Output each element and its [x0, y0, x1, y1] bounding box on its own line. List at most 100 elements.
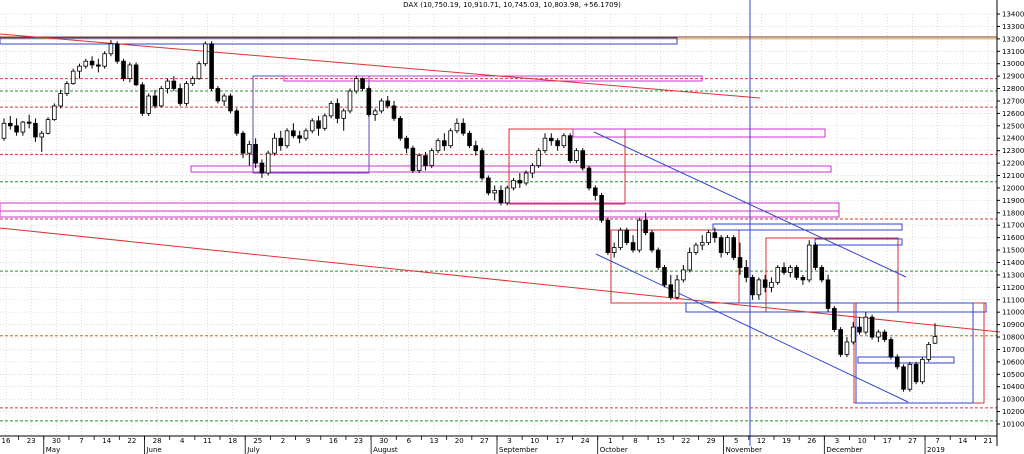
drawn-box	[190, 165, 832, 173]
drawn-box	[572, 128, 826, 138]
candle-body	[39, 132, 45, 138]
y-tick-label: 12100	[1002, 172, 1024, 180]
candle-body	[637, 219, 642, 251]
candle-body	[567, 135, 573, 162]
candle-body	[247, 144, 252, 154]
candle-body	[794, 267, 799, 278]
x-day-label: 26	[807, 437, 816, 445]
drawn-box	[814, 238, 903, 246]
candle-body	[920, 358, 925, 383]
x-day-label: 18	[228, 437, 237, 445]
candle-body	[158, 88, 164, 107]
x-day-label: 16	[2, 437, 11, 445]
candle-body	[731, 237, 736, 258]
candle-body	[265, 152, 271, 174]
candle-body	[467, 132, 472, 147]
candle-body	[196, 63, 202, 80]
y-tick-label: 10600	[1002, 358, 1024, 366]
candle-body	[555, 140, 560, 147]
candle-body	[693, 244, 699, 253]
x-day-label: 1	[608, 437, 612, 445]
x-day-label: 7	[935, 437, 939, 445]
drawn-box	[0, 37, 678, 45]
y-tick-label: 13100	[1002, 48, 1024, 56]
candle-body	[14, 125, 19, 133]
candle-body	[492, 190, 497, 194]
x-day-label: 4	[180, 437, 185, 445]
candle-body	[737, 257, 743, 268]
candle-body	[316, 120, 321, 129]
candle-body	[20, 121, 26, 133]
candle-body	[121, 60, 126, 80]
y-tick-label: 12900	[1002, 73, 1024, 81]
y-tick-label: 13000	[1002, 60, 1024, 68]
candle-body	[781, 267, 787, 273]
candle-body	[435, 140, 441, 152]
x-day-label: 20	[455, 437, 464, 445]
y-tick-label: 11700	[1002, 222, 1024, 230]
x-month-label: July	[246, 446, 260, 454]
candle-body	[649, 232, 655, 251]
x-day-label: 3	[835, 437, 839, 445]
x-month-label: September	[499, 446, 538, 454]
candle-body	[209, 43, 214, 89]
y-tick-label: 13400	[1002, 11, 1024, 19]
candle-body	[171, 80, 177, 89]
candle-body	[479, 150, 485, 179]
candle-body	[309, 120, 315, 132]
candle-body	[284, 130, 290, 147]
x-day-label: 30	[52, 437, 61, 445]
candle-body	[530, 165, 535, 174]
candle-body	[863, 316, 869, 333]
x-day-label: 17	[555, 437, 564, 445]
candle-body	[26, 121, 32, 124]
candle-body	[133, 64, 139, 86]
x-day-label: 17	[883, 437, 892, 445]
candle-body	[360, 78, 365, 89]
x-day-label: 22	[127, 437, 136, 445]
x-day-label: 10	[530, 437, 539, 445]
candle-body	[504, 187, 510, 204]
x-day-label: 23	[27, 437, 36, 445]
y-tick-label: 11300	[1002, 271, 1024, 279]
x-day-label: 3	[507, 437, 511, 445]
candle-body	[743, 267, 749, 278]
x-day-label: 14	[102, 437, 111, 445]
candle-body	[844, 341, 850, 355]
candle-body	[372, 110, 378, 116]
y-tick-label: 12800	[1002, 85, 1024, 93]
y-tick-label: 10900	[1002, 321, 1024, 329]
y-tick-label: 13200	[1002, 35, 1024, 43]
candle-body	[857, 326, 862, 333]
x-day-label: 15	[656, 437, 665, 445]
x-day-label: 29	[707, 437, 716, 445]
y-tick-label: 12000	[1002, 184, 1024, 192]
candle-body	[347, 90, 353, 112]
x-day-label: 14	[958, 437, 967, 445]
candle-body	[89, 60, 95, 66]
candle-body	[611, 247, 617, 253]
candle-body	[536, 150, 541, 166]
x-month-label: May	[46, 446, 60, 454]
y-tick-label: 12200	[1002, 160, 1024, 168]
candle-body	[681, 269, 686, 281]
candle-body	[228, 95, 233, 112]
candle-body	[517, 180, 523, 184]
candle-body	[165, 80, 170, 89]
y-tick-label: 10700	[1002, 346, 1024, 354]
y-tick-label: 11400	[1002, 259, 1024, 267]
candle-body	[718, 237, 724, 253]
drawn-box	[857, 356, 955, 364]
candle-body	[574, 150, 579, 162]
channel-line	[595, 253, 909, 403]
x-axis: 16 23 30 7 14 22 28 4 11 18 25 2 9 16 23 30 6 13 20 27 3 10 17…	[2, 436, 992, 454]
drawn-box	[508, 128, 626, 205]
trend-line	[0, 33, 761, 99]
y-tick-label: 10400	[1002, 383, 1024, 391]
candle-body	[322, 115, 328, 129]
candle-body	[64, 83, 70, 94]
candle-body	[882, 331, 887, 340]
candle-body	[454, 122, 460, 132]
candle-body	[391, 105, 397, 119]
